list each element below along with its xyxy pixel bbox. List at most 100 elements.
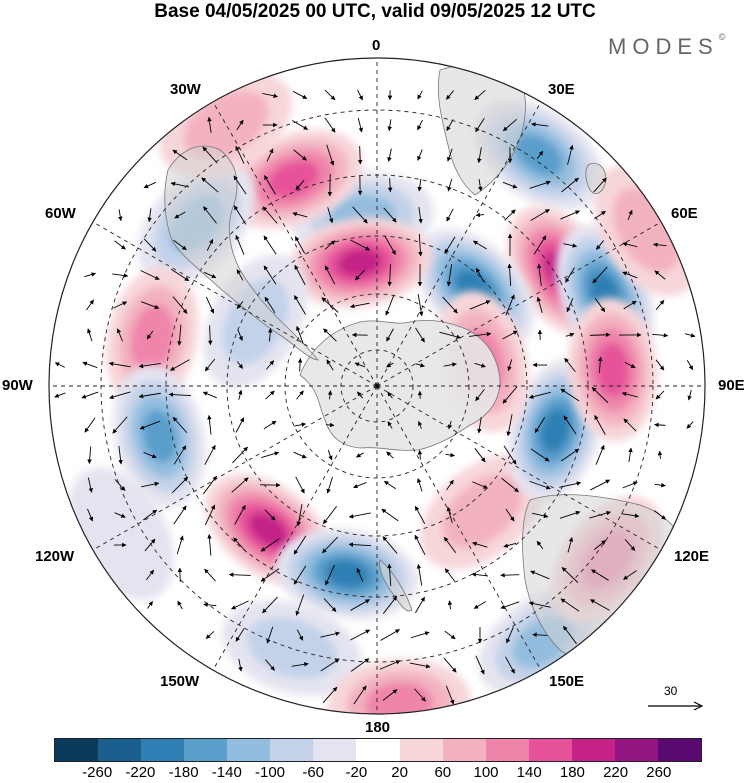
wind-vector — [140, 301, 160, 310]
positive-anomaly — [106, 267, 199, 410]
wind-vector — [655, 390, 665, 400]
wind-vector — [114, 479, 126, 491]
wind-vector — [503, 445, 517, 465]
wind-vector — [139, 420, 161, 430]
wind-vector — [142, 509, 158, 521]
wind-vector — [260, 568, 280, 582]
wind-vector — [144, 538, 156, 552]
wind-vector — [505, 656, 515, 674]
wind-vector — [321, 297, 339, 313]
wind-vector — [386, 362, 394, 368]
wind-vector — [475, 655, 485, 675]
wind-vector — [627, 209, 633, 220]
wind-vector — [350, 629, 371, 641]
wind-vector — [295, 179, 305, 191]
colorbar-swatch — [98, 739, 142, 761]
wind-vector — [350, 239, 371, 251]
wind-vector — [533, 235, 547, 255]
wind-vector — [628, 447, 633, 463]
wind-vector — [326, 144, 335, 166]
wind-vector — [595, 444, 605, 465]
colorbar-swatch — [270, 739, 314, 761]
wind-vector — [235, 628, 245, 642]
wind-vector — [417, 178, 422, 192]
wind-vector — [444, 630, 456, 640]
brand-logo: MODES© — [608, 31, 726, 60]
wind-vector — [327, 449, 333, 461]
colorbar-tick-label: 180 — [559, 764, 585, 781]
wind-vector — [624, 539, 636, 551]
wind-vector — [410, 631, 430, 639]
wind-vector — [267, 327, 273, 342]
meridian-line — [212, 385, 378, 671]
wind-vector — [530, 448, 550, 462]
lon-label-90e: 90E — [718, 377, 745, 394]
wind-vector — [322, 505, 338, 525]
wind-vector — [417, 119, 423, 131]
meridian-line — [376, 221, 662, 387]
wind-vector — [654, 270, 666, 280]
wind-vector — [177, 600, 183, 610]
wind-vector — [473, 601, 487, 609]
wind-vector — [475, 212, 485, 218]
wind-vector — [591, 387, 609, 403]
wind-vector — [292, 211, 308, 218]
wind-vector — [590, 479, 611, 491]
wind-vector — [418, 233, 423, 257]
wind-vector — [233, 175, 247, 195]
brand-mark: © — [718, 31, 726, 42]
wind-vector — [87, 508, 94, 522]
wind-vector — [296, 504, 303, 527]
wind-vector — [417, 420, 423, 429]
wind-vector — [265, 390, 275, 400]
wind-vector — [234, 504, 246, 525]
lon-label-60e: 60E — [671, 205, 698, 222]
wind-vector — [531, 512, 549, 519]
wind-vector — [202, 391, 217, 399]
wind-vector — [292, 120, 309, 130]
wind-vector — [383, 207, 397, 223]
colorbar-tick-label: -140 — [211, 764, 242, 781]
wind-vector — [593, 540, 607, 550]
meridian-line — [376, 101, 542, 387]
negative-anomaly — [222, 600, 362, 696]
wind-vector — [561, 567, 579, 583]
wind-vector — [594, 298, 606, 313]
wind-vector — [350, 599, 370, 611]
wind-vector — [357, 145, 363, 165]
wind-vector — [623, 418, 637, 432]
wind-vector — [383, 480, 396, 490]
wind-vector — [294, 422, 307, 427]
wind-vector — [236, 119, 244, 131]
wind-vector — [357, 391, 363, 399]
wind-vector — [348, 542, 372, 547]
wind-vector — [502, 386, 518, 404]
wind-vector — [504, 209, 516, 221]
wind-vector — [415, 363, 425, 368]
wind-vector — [296, 629, 304, 641]
wind-vector — [593, 177, 607, 193]
wind-vector — [203, 475, 217, 495]
wind-vector — [621, 391, 638, 398]
wind-vector — [87, 328, 93, 342]
wind-vector — [296, 325, 304, 344]
wind-vector — [138, 362, 161, 369]
wind-vector — [147, 208, 152, 223]
wind-vector — [320, 658, 340, 672]
wind-vector — [147, 601, 153, 609]
wind-vector — [446, 119, 454, 132]
wind-vector — [353, 481, 367, 489]
wind-vector — [444, 236, 456, 254]
wind-vector — [235, 417, 245, 433]
wind-vector — [356, 567, 364, 582]
colorbar-swatch — [313, 739, 357, 761]
wind-vector — [357, 89, 363, 101]
wind-vector — [477, 416, 482, 434]
wind-vector — [382, 595, 398, 614]
reference-vector-arrow — [648, 701, 704, 711]
wind-vector — [387, 563, 392, 587]
wind-vector — [350, 302, 370, 309]
wind-vector — [293, 535, 307, 555]
wind-vector — [295, 594, 305, 616]
colorbar-swatch — [356, 739, 400, 761]
